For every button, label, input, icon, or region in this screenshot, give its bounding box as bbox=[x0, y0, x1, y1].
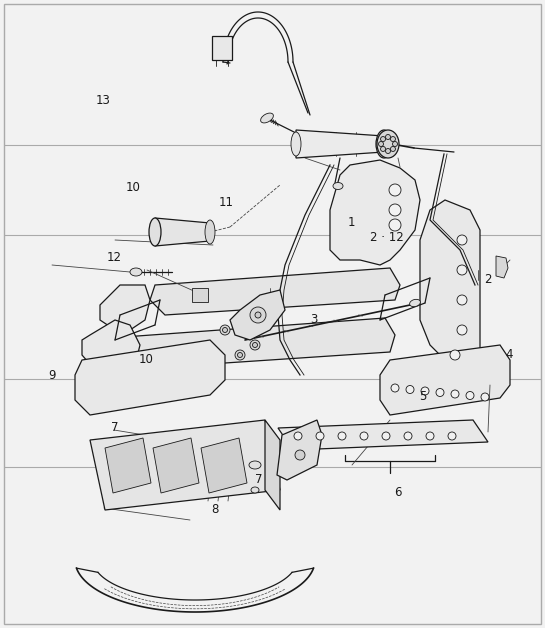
Circle shape bbox=[235, 350, 245, 360]
Ellipse shape bbox=[378, 141, 384, 146]
Text: 12: 12 bbox=[107, 251, 122, 264]
Text: 8: 8 bbox=[211, 504, 219, 516]
Polygon shape bbox=[265, 420, 280, 510]
Circle shape bbox=[360, 432, 368, 440]
Polygon shape bbox=[212, 36, 232, 60]
Polygon shape bbox=[75, 340, 225, 415]
Ellipse shape bbox=[291, 132, 301, 156]
Text: 10: 10 bbox=[138, 353, 154, 365]
Text: 5: 5 bbox=[419, 391, 426, 403]
Ellipse shape bbox=[261, 113, 274, 123]
Circle shape bbox=[294, 432, 302, 440]
Ellipse shape bbox=[385, 134, 391, 139]
Polygon shape bbox=[230, 290, 285, 340]
Polygon shape bbox=[201, 438, 247, 493]
Ellipse shape bbox=[130, 268, 142, 276]
Circle shape bbox=[255, 312, 261, 318]
Text: 10: 10 bbox=[126, 181, 141, 193]
Ellipse shape bbox=[380, 146, 385, 151]
Circle shape bbox=[481, 393, 489, 401]
Circle shape bbox=[316, 432, 324, 440]
Text: 2: 2 bbox=[484, 273, 492, 286]
Circle shape bbox=[250, 340, 260, 350]
Circle shape bbox=[448, 432, 456, 440]
Text: 9: 9 bbox=[48, 369, 56, 382]
Ellipse shape bbox=[380, 136, 385, 141]
Polygon shape bbox=[82, 320, 140, 375]
Ellipse shape bbox=[392, 141, 397, 146]
Text: 6: 6 bbox=[394, 487, 402, 499]
Ellipse shape bbox=[205, 220, 215, 244]
Polygon shape bbox=[105, 438, 151, 493]
Text: 3: 3 bbox=[310, 313, 317, 325]
Circle shape bbox=[451, 390, 459, 398]
Polygon shape bbox=[150, 268, 400, 315]
Ellipse shape bbox=[149, 218, 161, 246]
Polygon shape bbox=[100, 285, 150, 330]
Circle shape bbox=[295, 450, 305, 460]
Circle shape bbox=[406, 386, 414, 394]
Circle shape bbox=[457, 295, 467, 305]
Polygon shape bbox=[90, 420, 280, 510]
Circle shape bbox=[222, 327, 227, 332]
Polygon shape bbox=[420, 200, 480, 365]
Circle shape bbox=[404, 432, 412, 440]
Text: 7: 7 bbox=[255, 473, 263, 485]
Text: 13: 13 bbox=[96, 94, 111, 107]
Circle shape bbox=[426, 432, 434, 440]
Ellipse shape bbox=[377, 130, 399, 158]
Polygon shape bbox=[278, 420, 488, 450]
Circle shape bbox=[238, 352, 243, 357]
Text: 11: 11 bbox=[219, 196, 234, 208]
Polygon shape bbox=[192, 288, 208, 302]
Circle shape bbox=[450, 350, 460, 360]
Text: 7: 7 bbox=[111, 421, 118, 433]
Circle shape bbox=[457, 325, 467, 335]
Polygon shape bbox=[296, 130, 384, 158]
Polygon shape bbox=[496, 256, 508, 278]
Ellipse shape bbox=[410, 300, 420, 306]
Text: 2 · 12: 2 · 12 bbox=[370, 231, 404, 244]
Ellipse shape bbox=[333, 183, 343, 190]
Circle shape bbox=[252, 342, 257, 347]
Text: 4: 4 bbox=[506, 349, 513, 361]
Ellipse shape bbox=[390, 136, 396, 141]
Ellipse shape bbox=[249, 461, 261, 469]
Polygon shape bbox=[277, 420, 322, 480]
Ellipse shape bbox=[376, 130, 392, 158]
Circle shape bbox=[220, 325, 230, 335]
Polygon shape bbox=[110, 318, 395, 370]
Circle shape bbox=[457, 235, 467, 245]
Circle shape bbox=[389, 219, 401, 231]
Text: 1: 1 bbox=[348, 217, 355, 229]
Circle shape bbox=[421, 387, 429, 395]
Ellipse shape bbox=[390, 146, 396, 151]
Circle shape bbox=[391, 384, 399, 392]
Circle shape bbox=[338, 432, 346, 440]
Circle shape bbox=[466, 391, 474, 399]
Circle shape bbox=[457, 265, 467, 275]
Ellipse shape bbox=[251, 487, 259, 493]
Circle shape bbox=[382, 432, 390, 440]
Polygon shape bbox=[155, 218, 210, 246]
Polygon shape bbox=[153, 438, 199, 493]
Circle shape bbox=[389, 204, 401, 216]
Circle shape bbox=[389, 184, 401, 196]
Ellipse shape bbox=[385, 148, 391, 153]
Polygon shape bbox=[330, 160, 420, 265]
Polygon shape bbox=[380, 345, 510, 415]
Circle shape bbox=[436, 389, 444, 396]
Circle shape bbox=[250, 307, 266, 323]
